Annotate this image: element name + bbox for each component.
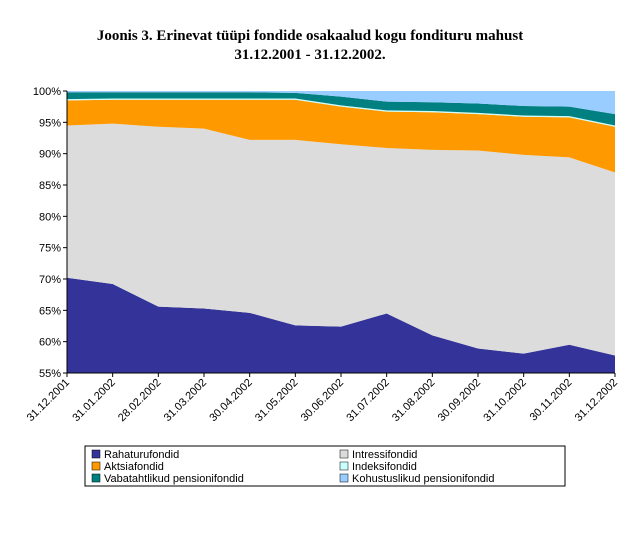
legend-box xyxy=(84,445,566,487)
legend-label: Rahaturufondid xyxy=(104,449,179,461)
plot-area xyxy=(67,91,615,373)
area xyxy=(67,277,615,373)
y-tick-label: 85% xyxy=(39,180,61,192)
legend-swatch xyxy=(339,461,349,471)
y-tick-label: 55% xyxy=(39,368,61,380)
y-tick-label: 95% xyxy=(39,117,61,129)
y-tick-label: 90% xyxy=(39,149,61,161)
y-tick-label: 70% xyxy=(39,274,61,286)
y-tick-label: 60% xyxy=(39,337,61,349)
x-tick-label: 31.03.2002 xyxy=(162,377,209,424)
legend-label: Vabatahtlikud pensionifondid xyxy=(104,473,244,485)
chart-subtitle: 31.12.2001 - 31.12.2002. xyxy=(234,47,385,63)
legend-swatch xyxy=(339,449,349,459)
x-tick-label: 31.10.2002 xyxy=(481,377,528,424)
y-tick-label: 100% xyxy=(33,86,61,98)
x-tick-label: 31.08.2002 xyxy=(390,377,437,424)
x-tick-label: 31.05.2002 xyxy=(253,377,300,424)
legend-swatch xyxy=(91,473,101,483)
legend-label: Aktsiafondid xyxy=(104,461,164,473)
x-tick-label: 31.07.2002 xyxy=(344,377,391,424)
y-tick-label: 65% xyxy=(39,305,61,317)
legend-swatch xyxy=(91,449,101,459)
area xyxy=(67,92,615,126)
x-tick-label: 31.01.2002 xyxy=(70,377,117,424)
legend-swatch xyxy=(91,461,101,471)
x-tick-label: 28.02.2002 xyxy=(116,377,163,424)
y-tick-label: 75% xyxy=(39,243,61,255)
x-tick-label: 31.12.2001 xyxy=(25,377,72,424)
x-tick-label: 31.12.2002 xyxy=(573,377,620,424)
legend-label: Kohustuslikud pensionifondid xyxy=(352,473,495,485)
area xyxy=(67,99,615,173)
legend-swatch xyxy=(339,473,349,483)
legend-label: Indeksifondid xyxy=(352,461,417,473)
area xyxy=(67,123,615,356)
legend-label: Intressifondid xyxy=(352,449,417,461)
x-tick-label: 30.04.2002 xyxy=(207,377,254,424)
x-tick-label: 30.06.2002 xyxy=(299,377,346,424)
x-tick-label: 30.09.2002 xyxy=(436,377,483,424)
area xyxy=(67,91,615,115)
chart-title: Joonis 3. Erinevat tüüpi fondide osakaal… xyxy=(97,28,523,44)
x-tick-label: 30.11.2002 xyxy=(528,377,575,424)
y-tick-label: 80% xyxy=(39,211,61,223)
